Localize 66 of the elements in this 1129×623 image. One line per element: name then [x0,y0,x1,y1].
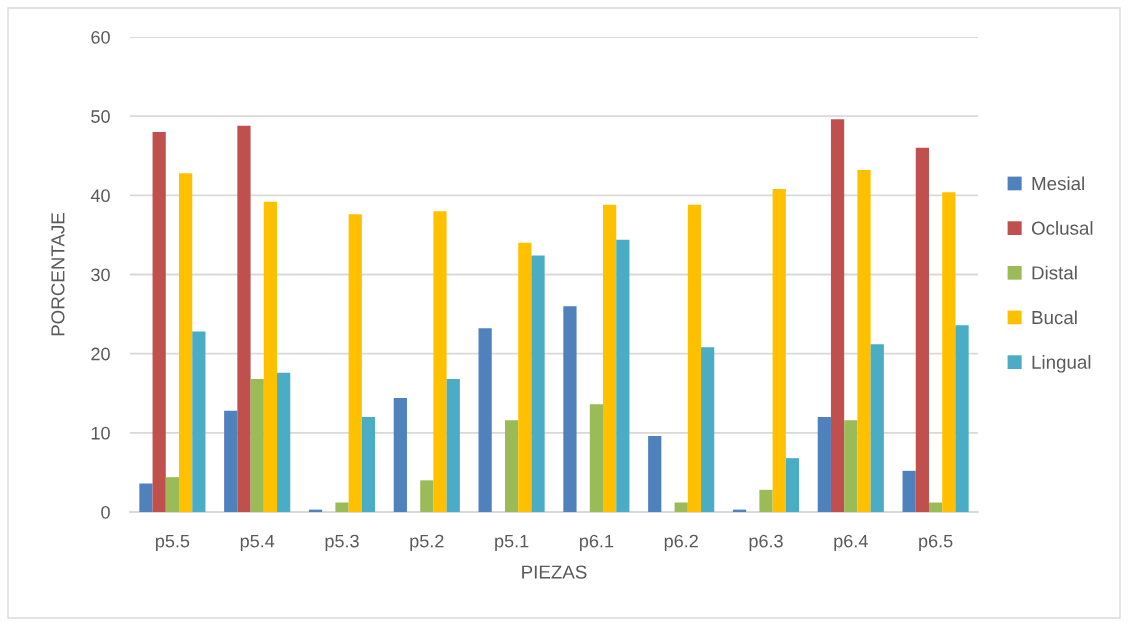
y-tick-label: 30 [91,268,110,282]
bar [674,502,688,512]
bar [902,470,916,512]
y-tick-label: 0 [101,505,110,519]
legend-label: Bucal [1032,310,1077,325]
bar [870,344,884,512]
bar [648,436,662,512]
x-tick-label: p6.3 [749,534,783,552]
bar [348,214,362,512]
bar [928,502,943,512]
bar [139,483,153,512]
bar [563,306,577,512]
bar [687,204,702,512]
bar [237,125,251,512]
bar [942,192,956,512]
legend-label: Distal [1032,265,1077,280]
y-tick-label: 50 [91,110,110,123]
bar [759,489,773,512]
bar [277,372,291,512]
bar [857,170,871,512]
bar [844,420,858,512]
bar [250,379,264,512]
x-tick-label: p5.1 [495,534,529,552]
bar [335,502,349,512]
bar [152,132,166,512]
y-axis-title: PORCENTAJE [51,212,65,336]
bar [224,410,238,512]
x-axis-title: PIEZAS [522,565,587,579]
bar [263,201,278,512]
x-tick-label: p5.4 [240,534,275,552]
bar [772,189,786,512]
legend-label: Mesial [1032,176,1084,191]
bar [531,255,545,512]
x-tick-label: p6.2 [664,534,698,552]
bar [478,328,492,512]
bar [504,420,519,512]
bar [393,398,407,512]
y-tick-label: 20 [91,347,110,361]
bar [518,242,532,512]
x-tick-label: p6.4 [834,534,868,552]
bar [616,239,630,512]
legend-label: Oclusal [1031,221,1093,235]
bar [817,417,831,512]
x-tick-label: p5.3 [325,534,359,552]
bar [179,173,193,512]
bar [915,147,929,512]
bar [165,477,180,512]
y-tick-label: 10 [91,426,110,440]
bar [955,325,969,512]
bar [830,119,845,512]
y-tick-label: 40 [90,189,110,203]
x-tick-label: p5.2 [410,534,444,552]
bar [192,331,206,512]
x-tick-label: p6.1 [580,534,614,552]
bar [701,347,715,512]
bar [446,379,460,512]
bar [603,204,617,512]
bar [361,417,376,512]
bar [433,211,447,512]
bar [785,458,800,512]
x-tick-label: p6.5 [919,534,953,552]
x-tick-label: p5.5 [156,534,190,552]
legend-label: Lingual [1032,355,1091,373]
bar [589,404,604,512]
bar [420,480,434,512]
y-tick-label: 60 [91,30,110,44]
